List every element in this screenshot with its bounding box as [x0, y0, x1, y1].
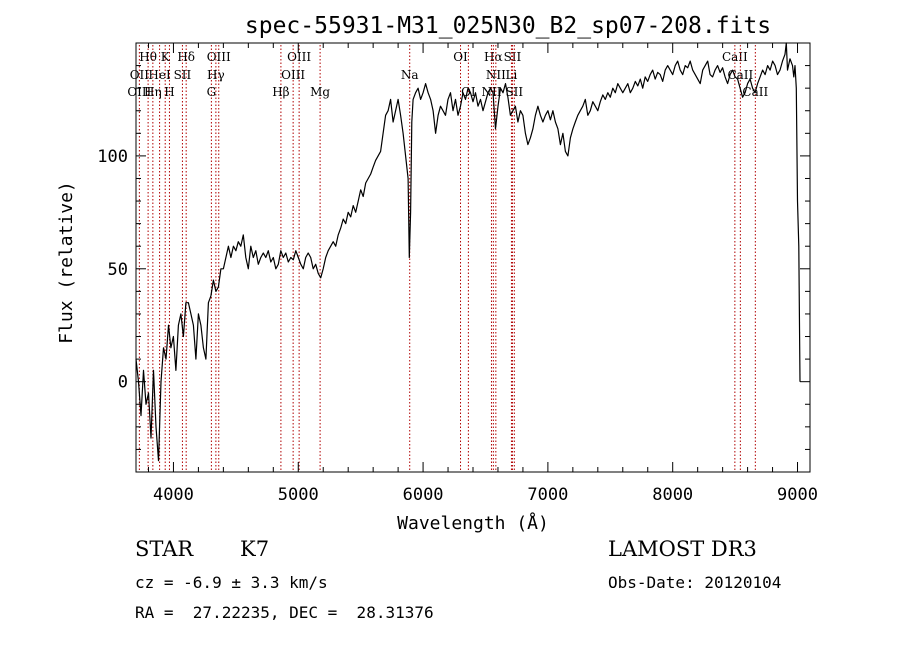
plot-frame	[135, 42, 811, 473]
line-marker-label: H	[164, 85, 174, 99]
line-marker-label: NII	[486, 68, 506, 82]
line-marker-label: SII	[505, 85, 523, 99]
chart-title: spec-55931-M31_025N30_B2_sp07-208.fits	[245, 13, 771, 39]
line-marker-label: OIII	[281, 68, 305, 82]
line-marker-label: OIII	[207, 50, 231, 64]
line-marker-label: OI	[453, 50, 468, 64]
line-marker-label: Na	[401, 68, 419, 82]
spectrum-line	[135, 42, 801, 462]
line-marker-label: K	[161, 50, 171, 64]
coordinates: RA = 27.22235, DEC = 28.31376	[135, 603, 434, 622]
y-tick-label: 100	[97, 147, 128, 167]
line-marker-label: SII	[504, 50, 522, 64]
line-marker-label: Li	[506, 68, 518, 82]
y-tick-label: 0	[118, 373, 128, 393]
observation-date: Obs-Date: 20120104	[608, 573, 782, 592]
line-marker-label: OIII	[127, 85, 151, 99]
x-tick-label: 8000	[652, 485, 693, 505]
line-marker-label: Hη	[144, 85, 162, 99]
line-marker-label: NII	[481, 85, 501, 99]
object-class: STAR	[135, 537, 194, 561]
line-marker-label: Hθ	[139, 50, 157, 64]
x-tick-label: 9000	[777, 485, 818, 505]
line-marker-label: OIII	[287, 50, 311, 64]
x-tick-label: 4000	[153, 485, 194, 505]
line-marker-label: CaII	[722, 50, 748, 64]
line-marker-label: Hγ	[207, 68, 225, 82]
x-tick-label: 5000	[278, 485, 319, 505]
line-marker-label: OI	[461, 85, 476, 99]
line-marker-label: OII	[130, 68, 150, 82]
line-marker-label: G	[207, 85, 217, 99]
line-marker-label: CaII	[727, 68, 753, 82]
x-tick-label: 7000	[527, 485, 568, 505]
survey-name: LAMOST DR3	[608, 537, 757, 561]
line-marker-label: HeI	[148, 68, 171, 82]
line-marker-label: Mg	[310, 85, 330, 99]
x-tick-label: 6000	[403, 485, 444, 505]
spectral-subclass: K7	[240, 537, 270, 561]
line-marker-label: Hβ	[272, 85, 289, 99]
y-axis-label: Flux (relative)	[56, 181, 77, 344]
line-marker-label: SII	[174, 68, 192, 82]
x-axis-label: Wavelength (Å)	[397, 512, 549, 534]
line-marker-label: Hα	[484, 50, 503, 64]
y-tick-label: 50	[108, 260, 128, 280]
redshift-velocity: cz = -6.9 ± 3.3 km/s	[135, 573, 328, 592]
line-marker-label: Hδ	[177, 50, 195, 64]
